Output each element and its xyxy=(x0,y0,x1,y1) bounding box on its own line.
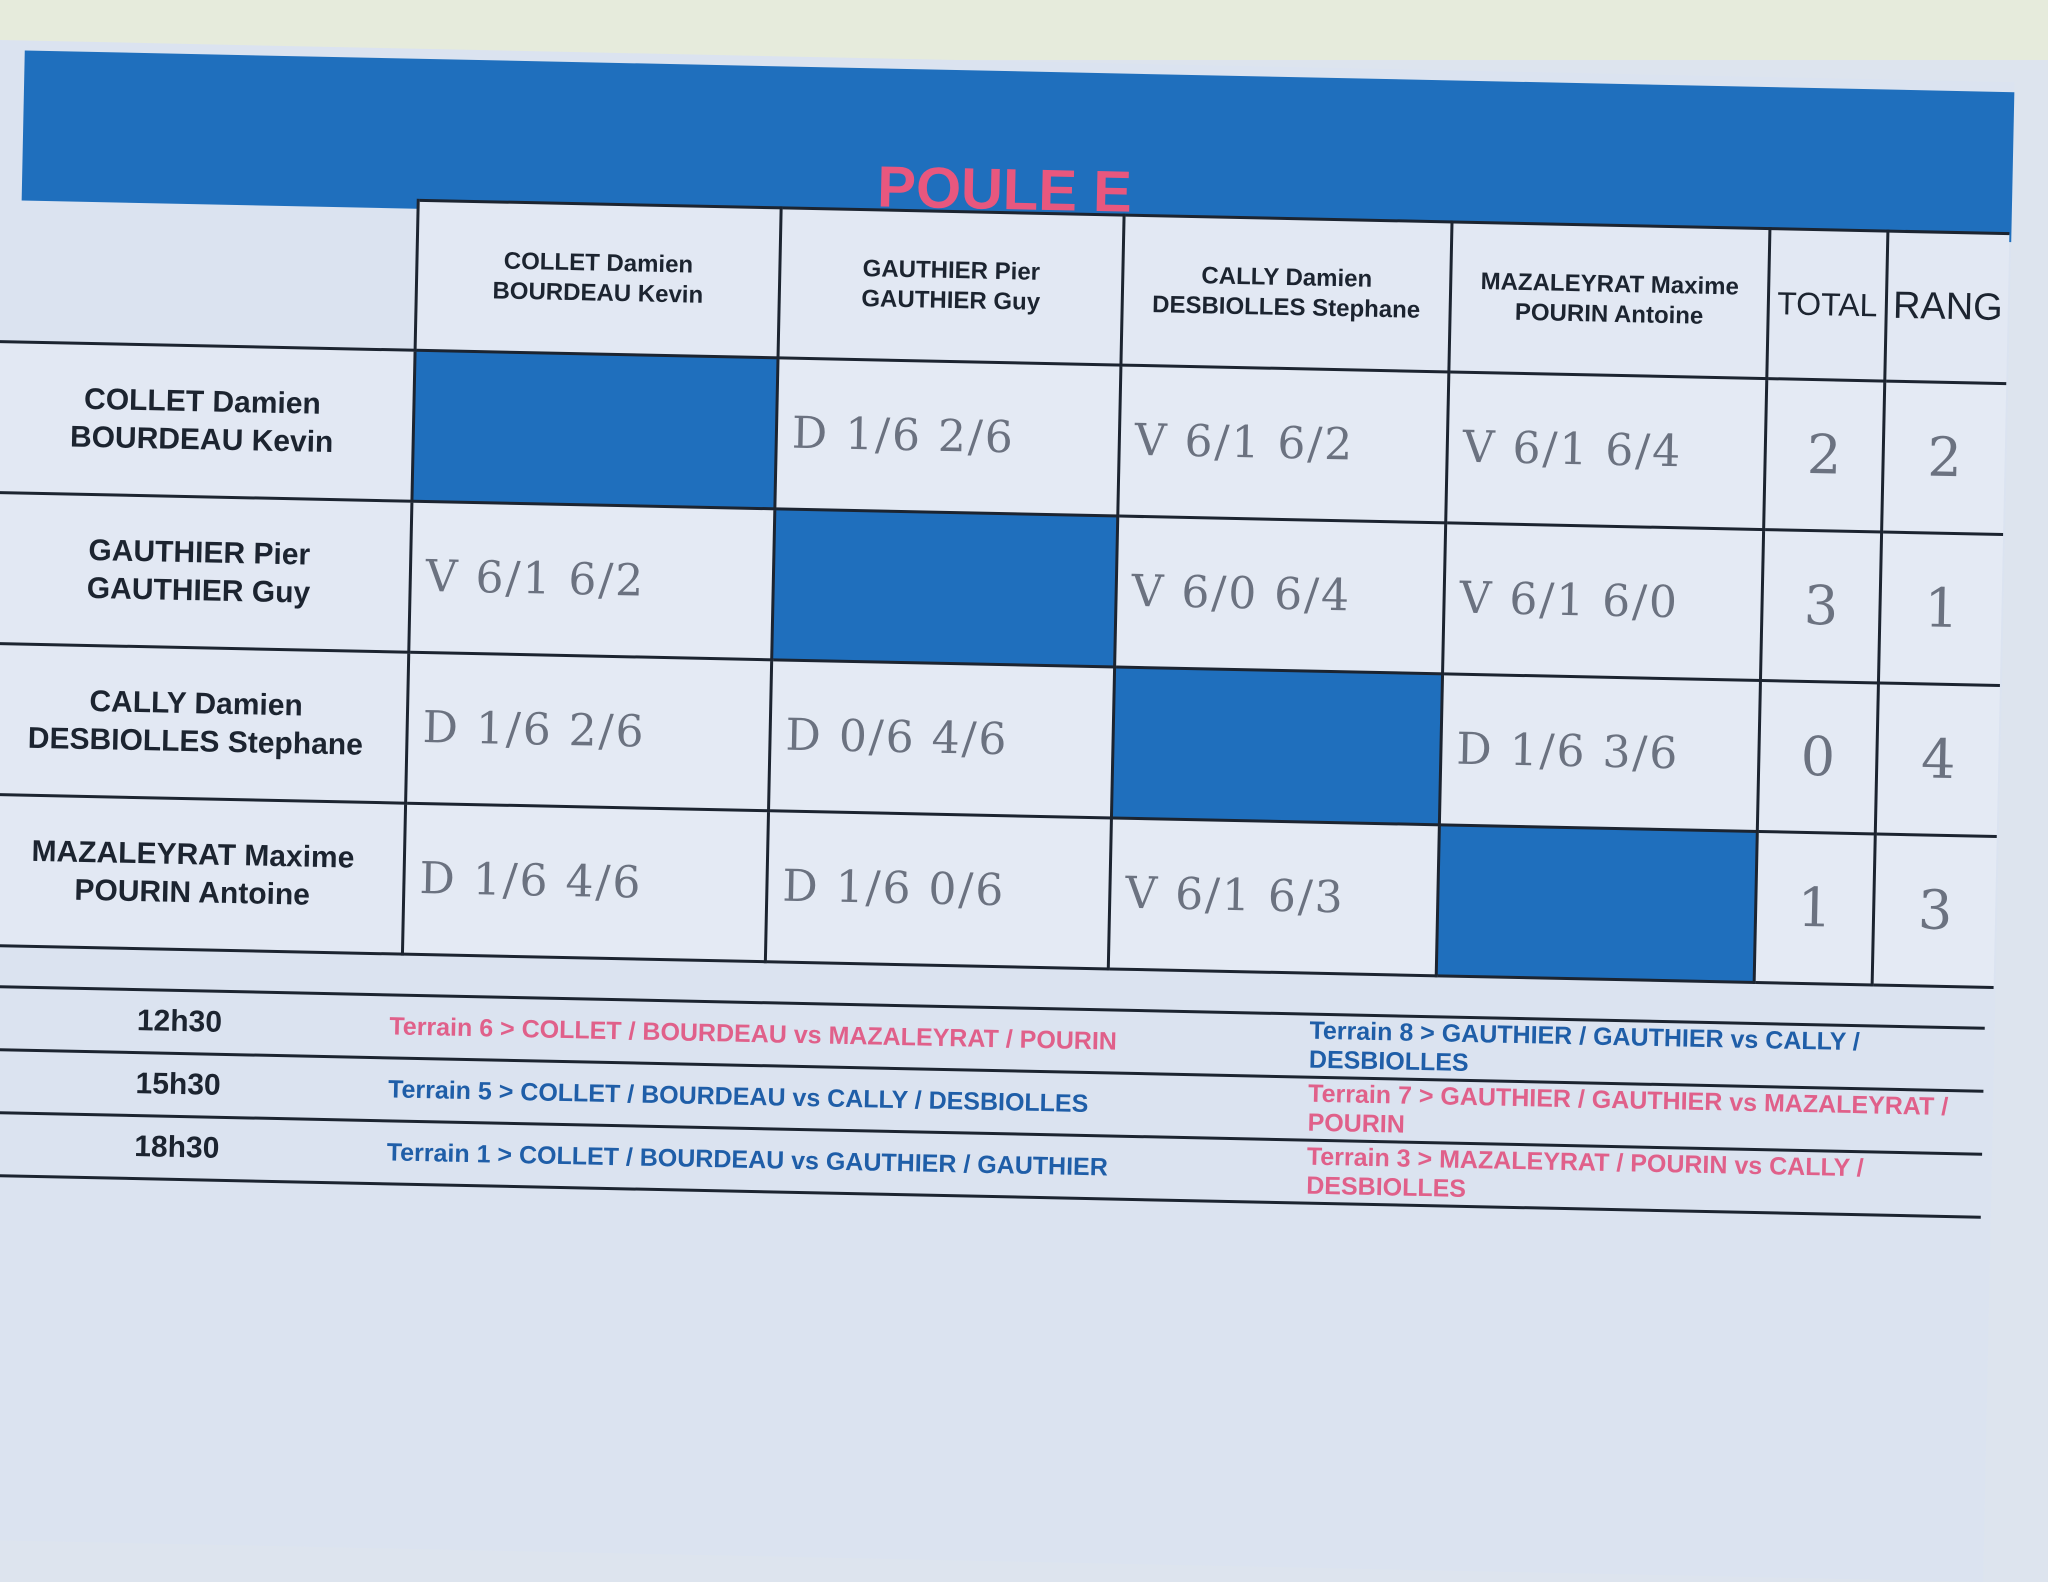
result-cell: D 1/6 2/6 xyxy=(774,357,1121,516)
rang-cell: 2 xyxy=(1881,380,2007,535)
match-entry: Terrain 1 > COLLET / BOURDEAU vs GAUTHIE… xyxy=(386,1137,1109,1181)
diagonal-cell xyxy=(1436,824,1758,982)
match-entry: Terrain 6 > COLLET / BOURDEAU vs MAZALEY… xyxy=(389,1011,1118,1056)
result-cell: D 1/6 3/6 xyxy=(1439,673,1761,831)
match-time: 15h30 xyxy=(135,1067,222,1102)
total-cell: 3 xyxy=(1760,529,1882,683)
team-name: POURIN Antoine xyxy=(74,873,311,912)
rang-cell: 4 xyxy=(1875,682,2000,836)
match-entry: Terrain 5 > COLLET / BOURDEAU vs CALLY /… xyxy=(387,1074,1089,1118)
match-time: 18h30 xyxy=(133,1130,220,1165)
poule-sheet: POULE E COLLET Damien BOURDEAU Kevin GAUT… xyxy=(0,40,2015,1582)
result-cell: V 6/1 6/4 xyxy=(1445,371,1767,530)
team-name: BOURDEAU Kevin xyxy=(69,420,334,459)
match-time: 12h30 xyxy=(136,1004,223,1039)
result-cell: D 0/6 4/6 xyxy=(768,659,1115,818)
diagonal-cell xyxy=(1111,666,1443,825)
team-name: BOURDEAU Kevin xyxy=(492,277,704,310)
team-name: MAZALEYRAT Maxime xyxy=(31,834,355,875)
result-cell: V 6/1 6/3 xyxy=(1108,817,1440,976)
diagonal-cell xyxy=(771,508,1118,667)
row-header: GAUTHIER Pier GAUTHIER Guy xyxy=(0,491,412,652)
row-header: COLLET Damien BOURDEAU Kevin xyxy=(0,340,416,501)
column-header: GAUTHIER Pier GAUTHIER Guy xyxy=(778,207,1125,365)
match-entry: Terrain 3 > MAZALEYRAT / POURIN vs CALLY… xyxy=(1306,1142,1864,1203)
column-header: COLLET Damien BOURDEAU Kevin xyxy=(415,200,782,358)
team-name: MAZALEYRAT Maxime xyxy=(1480,268,1740,301)
column-header: MAZALEYRAT Maxime POURIN Antoine xyxy=(1448,221,1770,379)
result-cell: D 1/6 4/6 xyxy=(402,802,769,962)
rang-header: RANG xyxy=(1884,231,2010,384)
total-header: TOTAL xyxy=(1766,228,1888,381)
rang-cell: 1 xyxy=(1878,531,2004,686)
total-cell: 1 xyxy=(1754,830,1876,985)
match-schedule: 12h30 Terrain 6 > COLLET / BOURDEAU vs M… xyxy=(0,984,1985,1219)
row-header: MAZALEYRAT Maxime POURIN Antoine xyxy=(0,793,406,954)
rang-cell: 3 xyxy=(1872,833,1997,987)
team-name: POURIN Antoine xyxy=(1514,299,1704,330)
team-name: DESBIOLLES Stephane xyxy=(27,721,364,762)
result-cell: V 6/1 6/2 xyxy=(1117,364,1449,523)
team-name: GAUTHIER Pier xyxy=(862,255,1041,287)
column-header: CALLY Damien DESBIOLLES Stephane xyxy=(1120,215,1453,372)
total-cell: 2 xyxy=(1763,378,1885,532)
total-cell: 0 xyxy=(1757,680,1879,834)
result-cell: D 1/6 0/6 xyxy=(765,810,1112,969)
team-name: GAUTHIER Pier xyxy=(88,533,311,572)
result-cell: V 6/0 6/4 xyxy=(1114,515,1446,674)
results-grid: COLLET Damien BOURDEAU Kevin GAUTHIER Pie… xyxy=(0,190,2010,988)
team-name: GAUTHIER Guy xyxy=(86,571,311,610)
team-name: DESBIOLLES Stephane xyxy=(1151,291,1421,325)
team-name: GAUTHIER Guy xyxy=(861,285,1041,317)
diagonal-cell xyxy=(411,349,779,509)
row-header: CALLY Damien DESBIOLLES Stephane xyxy=(0,642,409,803)
corner-cell xyxy=(0,191,419,350)
team-name: COLLET Damien xyxy=(503,247,694,279)
result-cell: V 6/1 6/2 xyxy=(408,500,775,660)
team-name: COLLET Damien xyxy=(83,382,322,421)
result-cell: D 1/6 2/6 xyxy=(405,651,772,811)
team-name: CALLY Damien xyxy=(1201,262,1373,294)
result-cell: V 6/1 6/0 xyxy=(1442,522,1764,681)
team-name: CALLY Damien xyxy=(89,684,304,722)
